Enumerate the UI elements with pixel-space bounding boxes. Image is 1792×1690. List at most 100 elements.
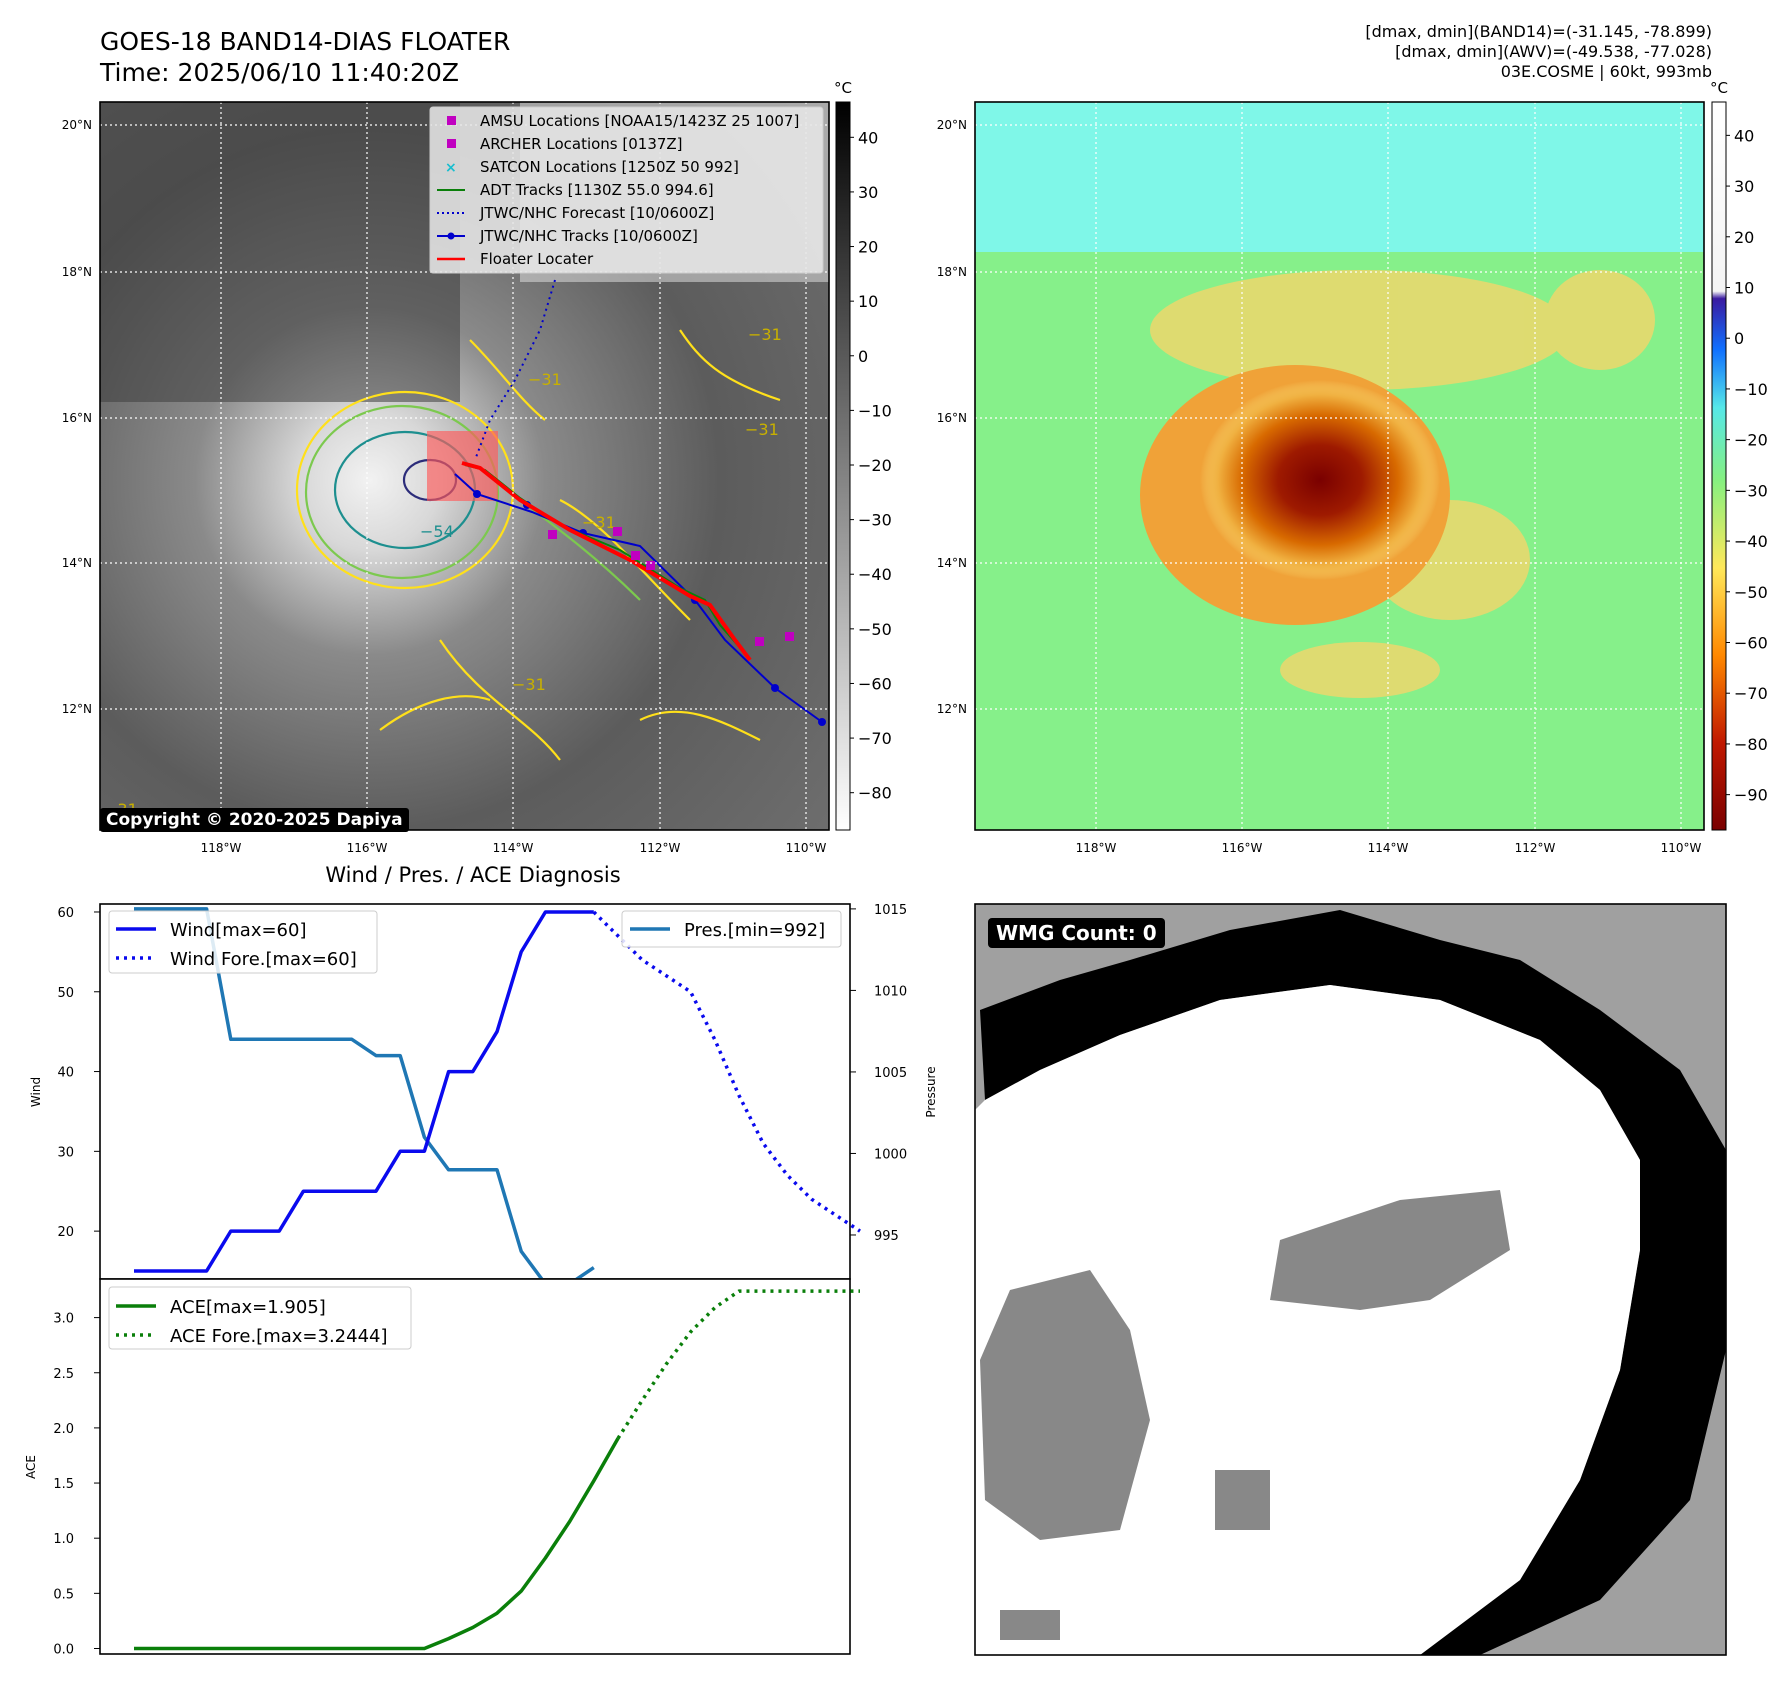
legend-pressure-label: Pres.[min=992] xyxy=(684,920,825,941)
ace-chart: ACE 0.0 0.5 1.0 1.5 2.0 2.5 3.0 ACE[max=1.905]… xyxy=(24,1278,860,1657)
legend-tracks-marker xyxy=(447,232,455,240)
wind-legend: Wind[max=60] Wind Fore.[max=60] xyxy=(108,910,378,974)
color-cbar-tick-label: −60 xyxy=(1734,634,1768,653)
color-cbar-tick-label: −30 xyxy=(1734,481,1768,500)
archer-marker xyxy=(755,637,764,646)
color-cbar-tick-label: 30 xyxy=(1734,177,1754,196)
legend-amsu-label: AMSU Locations [NOAA15/1423Z 25 1007] xyxy=(480,112,799,130)
lat-tick-label: 20°N xyxy=(937,118,967,132)
color-colorbar: °C 40 30 20 10 0 −10 −20 −30 −40 −50 −60 −70 −80 −90 xyxy=(1710,79,1768,831)
legend-amsu-swatch xyxy=(447,116,456,125)
y-tick-label: 20 xyxy=(57,1225,74,1240)
gray-cbar-tick-label: 40 xyxy=(858,128,878,147)
legend-satcon-swatch: × xyxy=(445,160,457,176)
lat-tick-label: 20°N xyxy=(62,118,92,132)
y2-tick-label: 995 xyxy=(874,1229,899,1244)
legend-forecast-label: JTWC/NHC Forecast [10/0600Z] xyxy=(479,204,714,222)
gray-colorbar: °C 40 30 20 10 0 −10 −20 −30 −40 −50 −60 −70 −80 xyxy=(834,79,892,831)
legend-wind-fore-label: Wind Fore.[max=60] xyxy=(170,949,357,970)
gray-cbar-tick-label: −10 xyxy=(858,401,892,420)
lat-tick-label: 18°N xyxy=(62,265,92,279)
gray-cbar-tick-label: −60 xyxy=(858,674,892,693)
archer-marker xyxy=(646,561,655,570)
wmg-gray-patch xyxy=(1270,1190,1510,1310)
map-legend: AMSU Locations [NOAA15/1423Z 25 1007] AR… xyxy=(429,106,824,274)
observed-track xyxy=(454,473,823,723)
lon-tick-label: 118°W xyxy=(1076,841,1117,855)
lat-tick-label: 12°N xyxy=(62,702,92,716)
wind-pressure-chart: Wind Pressure 20 30 40 50 60 995 1000 1005 1010 1… xyxy=(29,903,938,1286)
legend-ace-label: ACE[max=1.905] xyxy=(170,1297,326,1318)
forecast-track xyxy=(474,279,556,461)
info-line-3: 03E.COSME | 60kt, 993mb xyxy=(1500,62,1712,81)
lat-tick-label: 18°N xyxy=(937,265,967,279)
series-line xyxy=(592,910,861,1233)
gray-cbar-tick-label: 30 xyxy=(858,183,878,202)
lon-tick-label: 110°W xyxy=(786,841,827,855)
wmg-panel xyxy=(974,903,1727,1656)
track-point xyxy=(818,718,826,726)
cloud-band xyxy=(1545,270,1655,370)
y-tick-label: 30 xyxy=(57,1145,74,1160)
y-tick-label: 0.0 xyxy=(53,1642,74,1657)
color-map-panel: 20°N 18°N 16°N 14°N 12°N 118°W 116°W 114… xyxy=(937,79,1768,855)
diagnosis-title: Wind / Pres. / ACE Diagnosis xyxy=(325,863,620,887)
color-cbar-tick-label: 0 xyxy=(1734,329,1744,348)
color-cbar-tick-label: −80 xyxy=(1734,735,1768,754)
y-tick-label: 0.5 xyxy=(53,1587,74,1602)
copyright-badge: Copyright © 2020-2025 Dapiya xyxy=(100,808,409,832)
lat-tick-label: 14°N xyxy=(937,556,967,570)
info-line-2: [dmax, dmin](AWV)=(-49.538, -77.028) xyxy=(1395,42,1712,61)
legend-tracks-label: JTWC/NHC Tracks [10/0600Z] xyxy=(479,227,698,245)
color-cbar-tick-label: −40 xyxy=(1734,532,1768,551)
legend-archer-label: ARCHER Locations [0137Z] xyxy=(480,135,683,153)
lon-tick-label: 116°W xyxy=(347,841,388,855)
series-line xyxy=(616,1289,860,1440)
archer-marker xyxy=(613,527,622,536)
title-line-1: GOES-18 BAND14-DIAS FLOATER xyxy=(100,27,511,56)
lon-tick-label: 116°W xyxy=(1222,841,1263,855)
gray-cbar-tick-label: −30 xyxy=(858,511,892,530)
y2-tick-label: 1015 xyxy=(874,903,907,918)
legend-satcon-label: SATCON Locations [1250Z 50 992] xyxy=(480,158,739,176)
legend-ace-fore-label: ACE Fore.[max=3.2444] xyxy=(170,1326,388,1347)
figure-title: GOES-18 BAND14-DIAS FLOATER Time: 2025/0… xyxy=(100,26,510,88)
gray-cbar-tick-label: −70 xyxy=(858,729,892,748)
ace-legend: ACE[max=1.905] ACE Fore.[max=3.2444] xyxy=(108,1286,412,1350)
storm-info: [dmax, dmin](BAND14)=(-31.145, -78.899) … xyxy=(1365,22,1712,82)
wmg-gray-patch xyxy=(980,1270,1150,1540)
y-tick-label: 2.0 xyxy=(53,1422,74,1437)
pressure-legend: Pres.[min=992] xyxy=(621,910,842,948)
cool-region xyxy=(975,102,1704,252)
legend-wind-label: Wind[max=60] xyxy=(170,920,307,941)
ir-map-panel: −54 −31 −31 −31 −31 −31 −31 xyxy=(62,79,892,855)
series-line xyxy=(134,910,594,1273)
color-cbar-tick-label: 20 xyxy=(1734,228,1754,247)
lon-tick-label: 112°W xyxy=(640,841,681,855)
cloud-band xyxy=(1150,270,1570,390)
pressure-axis-label: Pressure xyxy=(924,1066,938,1117)
color-cbar-tick-label: −70 xyxy=(1734,684,1768,703)
wmg-gray-patch xyxy=(1215,1470,1270,1530)
contour-label: −31 xyxy=(745,420,779,439)
gray-cbar-tick-label: −40 xyxy=(858,565,892,584)
lat-tick-label: 16°N xyxy=(937,411,967,425)
lon-tick-label: 114°W xyxy=(493,841,534,855)
ace-axis-label: ACE xyxy=(24,1455,38,1479)
gray-cbar-tick-label: 0 xyxy=(858,347,868,366)
info-line-1: [dmax, dmin](BAND14)=(-31.145, -78.899) xyxy=(1365,22,1712,41)
track-point xyxy=(771,684,779,692)
color-cbar-tick-label: 10 xyxy=(1734,279,1754,298)
track-point xyxy=(473,490,481,498)
floater-track xyxy=(461,461,752,662)
y-tick-label: 60 xyxy=(57,906,74,921)
lat-tick-label: 16°N xyxy=(62,411,92,425)
y-tick-label: 40 xyxy=(57,1066,74,1081)
lat-tick-label: 12°N xyxy=(937,702,967,716)
contour-label: −31 xyxy=(582,513,616,532)
color-cbar-unit: °C xyxy=(1710,79,1728,97)
contour-label: −31 xyxy=(528,370,562,389)
y-tick-label: 1.5 xyxy=(53,1477,74,1492)
cloud-band xyxy=(1280,642,1440,698)
